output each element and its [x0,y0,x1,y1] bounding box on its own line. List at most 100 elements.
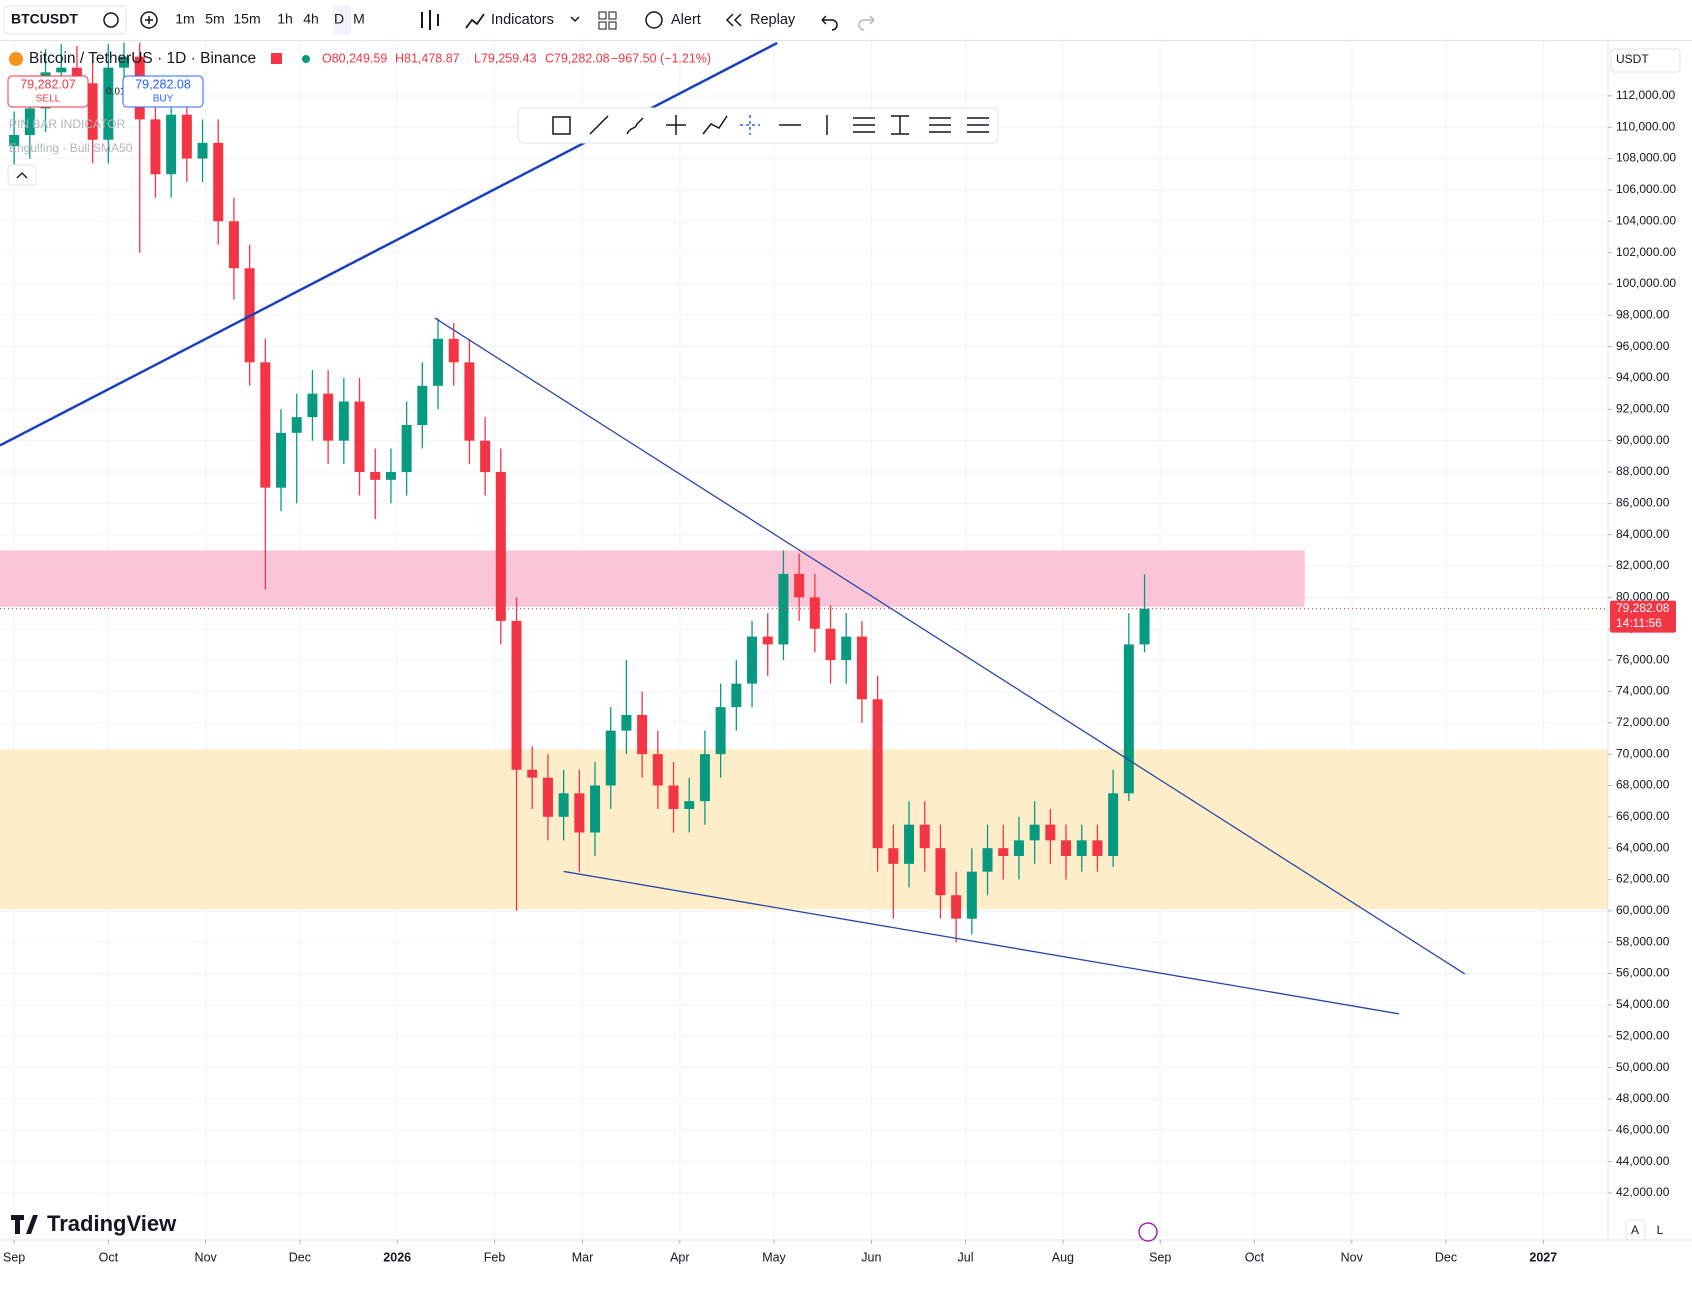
y-tick-label: 84,000.00 [1616,527,1670,541]
candle-body [87,83,98,140]
log-scale[interactable]: L [1657,1223,1664,1237]
symbol-box[interactable] [3,5,127,35]
tool-brush[interactable] [626,117,644,135]
tool-path[interactable] [702,115,728,135]
dropdown[interactable] [570,16,580,23]
sell-label: SELL [36,94,61,105]
candle-body [1076,840,1087,857]
indicators-button[interactable]: Indicators [491,12,554,28]
event-icon[interactable] [1138,1222,1158,1242]
candle-body [385,472,396,480]
interval[interactable]: 15m [233,11,260,27]
y-tick-label: 106,000.00 [1616,182,1676,196]
interval[interactable]: 1m [175,11,194,27]
y-tick-label: 102,000.00 [1616,245,1676,259]
trend-line [434,317,1466,975]
tool-range[interactable] [891,115,909,135]
alert-button[interactable]: Alert [671,12,701,28]
candle-body [919,824,930,849]
redo[interactable] [858,15,875,31]
candle-body [197,142,208,159]
logo-mark [11,1215,38,1234]
legend-title[interactable]: Bitcoin / TetherUS · 1D · Binance [29,50,256,67]
candle-body [637,714,648,755]
compare-icon[interactable] [103,12,119,28]
candle-body [841,636,852,661]
candle-body [511,620,522,770]
logo[interactable]: TradingView [47,1211,177,1236]
candle-body [778,573,789,645]
chart-type-icon[interactable] [421,10,439,30]
candle-body [872,699,883,849]
indicator-name[interactable]: Engulfing - Bull SMA50 [9,141,133,155]
y-tick-label: 104,000.00 [1616,213,1676,227]
x-tick-label: 2027 [1529,1250,1557,1264]
sell-price: 79,282.07 [20,77,76,91]
auto-scale[interactable]: A [1631,1223,1639,1237]
candle-body [480,440,491,473]
candle-body [276,432,287,488]
x-tick-label: Aug [1052,1250,1074,1264]
candle-body [417,385,428,425]
undo[interactable] [821,15,838,31]
tool-levels2[interactable] [967,117,989,133]
candle-body [715,707,726,755]
intervals: 1m 5m 15m 1h 4h D M [175,11,365,27]
add-symbol[interactable] [140,11,158,29]
interval-active [333,5,351,35]
layout-icon[interactable] [598,11,607,20]
candle-body [1029,824,1040,841]
candle-body [982,848,993,872]
x-tick-label: Apr [670,1250,689,1264]
candle-body [809,597,820,629]
interval[interactable]: 1h [277,11,293,27]
candle-body [354,401,365,473]
layout-icon [608,21,617,30]
replay-button[interactable]: Replay [750,12,796,28]
candle-body [762,636,773,645]
candle-body [935,848,946,896]
candle-body [56,67,67,73]
y-tick-label: 62,000.00 [1616,872,1670,886]
candle-body [574,793,585,833]
candle-body [684,801,695,809]
layout-icon [608,11,617,20]
x-tick-label: Jun [861,1250,881,1264]
candle-body [370,472,381,480]
candle-body [542,777,553,817]
buy-button[interactable] [122,75,204,108]
currency-select[interactable] [1610,48,1681,73]
interval[interactable]: 4h [303,11,319,27]
y-tick-label: 86,000.00 [1616,496,1670,510]
quantity[interactable]: 0.01 [106,87,126,98]
candle-body [668,785,679,809]
indicator-name[interactable]: PIN BAR INDICATOR [9,117,126,131]
y-tick-label: 108,000.00 [1616,151,1676,165]
interval[interactable]: M [353,11,365,27]
tool-fib[interactable] [853,117,875,133]
tool-line[interactable] [589,115,609,135]
interval[interactable]: D [334,11,344,27]
layout-icon [598,21,607,30]
symbol[interactable]: BTCUSDT [11,11,78,27]
sell-button[interactable] [7,75,89,108]
tool-rect[interactable] [552,116,571,135]
candle-body [1092,840,1103,857]
tool-cross[interactable] [666,115,686,135]
tool-levels[interactable] [929,117,951,133]
y-tick-label: 68,000.00 [1616,778,1670,792]
scale-button[interactable] [1625,1219,1646,1241]
candle-body [621,714,632,731]
collapse-button[interactable] [7,164,37,186]
candle-body [856,636,867,700]
legend-change: −967.50 (−1.21%) [611,51,711,65]
currency[interactable]: USDT [1616,52,1649,66]
interval[interactable]: 5m [205,11,224,27]
candle-body [998,848,1009,857]
candle-body [495,472,506,621]
x-tick-label: 2026 [383,1250,411,1264]
collapse-icon [16,172,28,179]
candle-body [9,135,20,147]
